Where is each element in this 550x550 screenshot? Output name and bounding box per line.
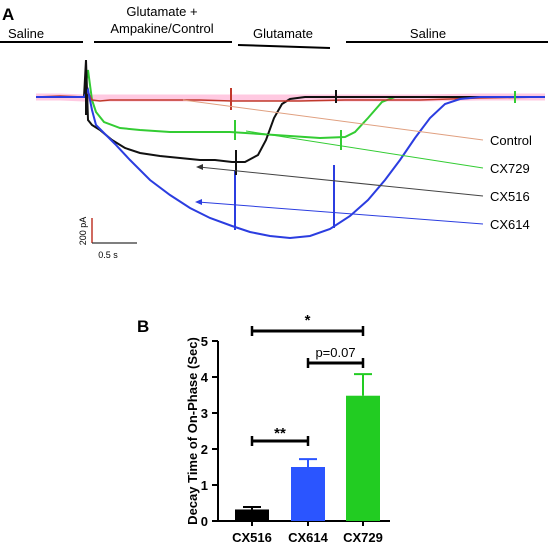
significance-label: * — [305, 312, 311, 329]
x-tick-label-cx614: CX614 — [288, 530, 329, 545]
pointer-cx516 — [198, 166, 484, 197]
trace-cx729 — [36, 69, 545, 140]
panel-a-letter: A — [2, 5, 14, 24]
bar-cx516 — [235, 509, 269, 521]
trace-label-cx729: CX729 — [490, 161, 530, 176]
protocol-bar: Saline Glutamate + Ampakine/Control Glut… — [0, 4, 548, 49]
pointer-cx516-arrowhead — [196, 164, 203, 170]
protocol-glutamate-label: Glutamate — [253, 26, 313, 41]
pointer-cx614-arrowhead — [195, 199, 202, 205]
significance-label: ** — [274, 425, 286, 442]
x-tick-label-cx516: CX516 — [232, 530, 272, 545]
significance-label: p=0.07 — [315, 345, 355, 360]
scale-bar-time-label: 0.5 s — [98, 250, 118, 260]
trace-labels: Control CX729 CX516 CX614 — [490, 133, 532, 232]
protocol-glutamate-ampakine-label-2: Ampakine/Control — [110, 21, 213, 36]
protocol-glutamate-bar — [237, 44, 331, 49]
protocol-saline-1-label: Saline — [8, 26, 44, 41]
y-tick-label: 2 — [201, 442, 208, 457]
trace-label-cx614: CX614 — [490, 217, 530, 232]
y-axis-title: Decay Time of On-Phase (Sec) — [185, 337, 200, 525]
trace-label-control: Control — [490, 133, 532, 148]
y-tick-label: 3 — [201, 406, 208, 421]
protocol-saline-2-label: Saline — [410, 26, 446, 41]
protocol-glutamate-ampakine-label-1: Glutamate + — [126, 4, 197, 19]
pointer-cx729 — [245, 130, 484, 169]
y-tick-label: 5 — [201, 334, 208, 349]
bar-cx729 — [346, 395, 380, 521]
decay-time-bar-chart: 0 1 2 3 4 5 CX516 CX614 CX729 * p=0.07 ** — [201, 312, 390, 545]
scale-bar: 200 pA 0.5 s — [78, 217, 137, 260]
x-tick-label-cx729: CX729 — [343, 530, 383, 545]
trace-pointers — [182, 99, 484, 225]
y-tick-label: 1 — [201, 478, 208, 493]
pointer-control — [182, 99, 484, 141]
scale-bar-current-label: 200 pA — [78, 217, 88, 246]
current-traces — [35, 59, 546, 240]
y-tick-label: 0 — [201, 514, 208, 529]
bar-cx614 — [291, 467, 325, 521]
trace-label-cx516: CX516 — [490, 189, 530, 204]
trace-cx614 — [36, 87, 545, 240]
trace-cx516 — [36, 59, 545, 163]
panel-b-letter: B — [137, 317, 149, 336]
pointer-cx614 — [197, 201, 484, 225]
y-tick-label: 4 — [201, 370, 209, 385]
